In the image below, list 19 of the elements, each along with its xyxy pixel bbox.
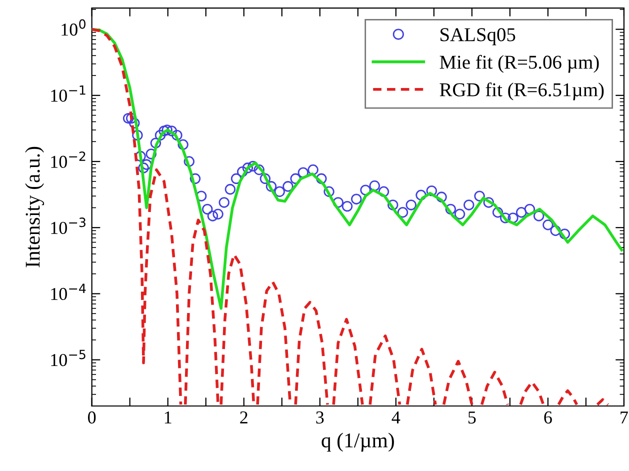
legend-label: RGD fit (R=6.51µm) [440,82,604,100]
x-tick-label: 4 [392,412,400,424]
legend-label: SALSq05 [440,28,516,46]
x-tick-label: 0 [88,411,96,424]
x-tick-label: 2 [240,411,248,424]
x-tick-label: 6 [544,411,552,424]
x-tick-label: 7 [620,412,628,424]
y-tick-label: 10$^{−3}$ [51,218,86,234]
x-tick-label: 1 [164,411,172,424]
x-axis-title: q (1/µm) [322,432,394,452]
y-tick-label: 10$^{−1}$ [51,85,86,102]
x-tick-label: 5 [468,412,476,424]
legend-label: Mie fit (R=5.06 µm) [440,54,599,73]
y-tick-label: 10$^{−2}$ [51,151,86,168]
y-tick-label: 10$^{0}$ [62,19,86,36]
y-tick-label: 10$^{−5}$ [51,350,86,366]
y-axis-title: Intensity (a.u.) [25,146,44,268]
x-tick-label: 3 [316,411,324,424]
y-tick-label: 10$^{−4}$ [51,284,86,300]
